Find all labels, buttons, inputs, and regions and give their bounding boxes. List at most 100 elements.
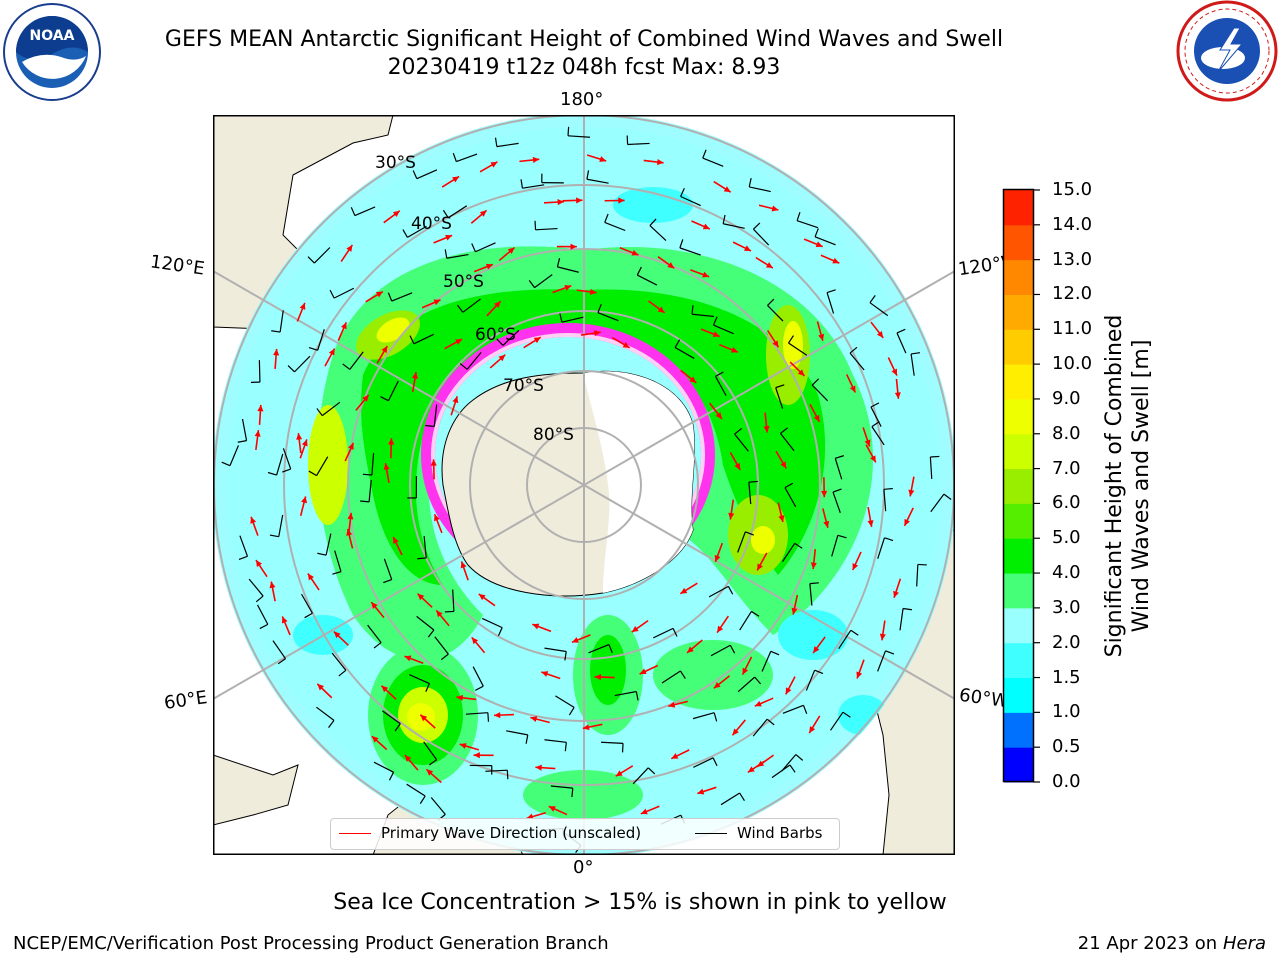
- wind-barb-feather: [679, 239, 684, 249]
- wave-arrow-head: [371, 602, 378, 609]
- wind-barb-feather: [748, 480, 758, 483]
- wave-arrow-head: [255, 560, 262, 567]
- wind-barb-feather: [267, 471, 277, 476]
- wind-barb: [661, 670, 681, 684]
- wave-arrow-head: [494, 301, 501, 308]
- wave-arrow-head: [479, 210, 487, 217]
- wind-barb-feather: [559, 313, 563, 323]
- wind-barb: [723, 223, 745, 229]
- wave-arrow-head: [381, 346, 388, 353]
- wind-barb: [805, 669, 816, 691]
- wind-barb: [371, 453, 375, 476]
- wind-barb: [413, 333, 434, 345]
- wave-arrow-head: [404, 655, 412, 662]
- colorbar-bin: [1004, 259, 1033, 295]
- wave-arrow-head: [717, 625, 724, 633]
- wind-barb: [535, 227, 558, 231]
- wind-barb-feather: [528, 280, 536, 288]
- wave-arrow-head: [473, 752, 480, 759]
- wind-barb: [597, 312, 619, 322]
- wind-barb-feather: [387, 292, 393, 302]
- wind-barb: [708, 585, 729, 598]
- wave-arrow-head: [388, 438, 395, 445]
- wind-barb-feather: [789, 764, 796, 773]
- wind-barb: [737, 531, 746, 553]
- wave-arrow-head: [894, 392, 901, 399]
- wind-barb: [702, 157, 724, 167]
- wind-barb: [830, 711, 844, 731]
- lat-label-50s: 50°S: [443, 272, 484, 292]
- wind-barb: [826, 292, 835, 314]
- wind-barb: [452, 589, 455, 612]
- wave-arrow-head: [757, 563, 763, 571]
- colorbar-bin: [1004, 294, 1033, 330]
- wave-arrow-head: [856, 671, 863, 679]
- wind-barb-feather: [380, 396, 389, 402]
- wind-barb: [485, 769, 508, 772]
- wave-arrow-head: [250, 516, 257, 524]
- wave-arrow-head: [532, 156, 540, 163]
- wave-arrow-head: [723, 186, 731, 193]
- wave-arrow-head: [301, 496, 308, 504]
- wind-barb: [325, 533, 332, 556]
- wind-barb: [748, 482, 752, 505]
- wave-arrow-head: [763, 425, 770, 433]
- chart-title: GEFS MEAN Antarctic Significant Height o…: [164, 27, 1004, 52]
- wave-arrow-head: [445, 234, 453, 241]
- wind-barb-feather: [360, 500, 370, 503]
- wind-barb-feather: [427, 629, 435, 638]
- wind-barb-feather: [494, 137, 498, 147]
- wind-barb: [446, 253, 469, 259]
- wave-arrow-head: [742, 667, 749, 675]
- colorbar-tick-label: 2.0: [1052, 631, 1081, 653]
- wind-barb-feather: [440, 653, 449, 661]
- wind-barb-feather: [752, 222, 761, 230]
- wind-barb-feather: [304, 612, 313, 619]
- wind-barb: [555, 695, 575, 708]
- wind-barb-feather: [715, 371, 724, 377]
- colorbar-bin: [1004, 503, 1033, 539]
- wind-barb: [258, 360, 261, 383]
- colorbar-label-line1: Significant Height of Combined: [1102, 314, 1127, 658]
- wind-barb-feather: [754, 676, 762, 685]
- wave-arrow-head: [498, 354, 506, 362]
- wind-barb: [373, 761, 394, 773]
- wind-barb: [604, 221, 626, 232]
- wind-barb: [248, 578, 264, 597]
- wind-barb: [739, 611, 752, 631]
- wave-arrow-head: [680, 587, 688, 594]
- wind-barb-feather: [780, 427, 788, 434]
- wind-barb-feather: [525, 734, 529, 744]
- wind-barb: [713, 324, 734, 335]
- svg-text:NOAA: NOAA: [30, 28, 75, 44]
- wave-arrow-head: [594, 674, 602, 681]
- colorbar-bin: [1004, 433, 1033, 470]
- wind-barb: [871, 426, 885, 446]
- wind-barb: [614, 690, 637, 697]
- wave-arrow-head: [299, 302, 306, 310]
- wave-arrow-head: [891, 368, 897, 376]
- meridian-label-0: 0°: [573, 857, 594, 878]
- wave-arrow-head: [599, 156, 607, 162]
- wind-barb-feather: [739, 792, 745, 802]
- wind-barb: [301, 593, 313, 614]
- wind-barb-feather: [338, 669, 347, 677]
- wind-barb: [456, 153, 478, 163]
- wave-arrow-head: [490, 161, 498, 168]
- wind-barb: [896, 332, 907, 354]
- wind-barb: [775, 387, 784, 409]
- wind-barb-feather: [649, 218, 657, 226]
- wave-arrow-head: [281, 616, 288, 624]
- colorbar-label-line2: Wind Waves and Swell [m]: [1129, 339, 1154, 633]
- noaa-logo-icon: NOAA: [2, 2, 102, 102]
- wind-barb-feather: [635, 691, 639, 701]
- wind-barb-feather: [712, 757, 718, 767]
- wave-arrow-head: [730, 346, 738, 353]
- wind-barb-feather: [674, 339, 681, 348]
- wave-arrow-head: [383, 463, 390, 470]
- wind-barb: [391, 292, 413, 302]
- colorbar-tick-label: 10.0: [1052, 353, 1093, 375]
- wind-barb: [272, 640, 287, 660]
- footer-date-text: 21 Apr 2023 on: [1077, 933, 1223, 954]
- wind-barb: [627, 142, 650, 146]
